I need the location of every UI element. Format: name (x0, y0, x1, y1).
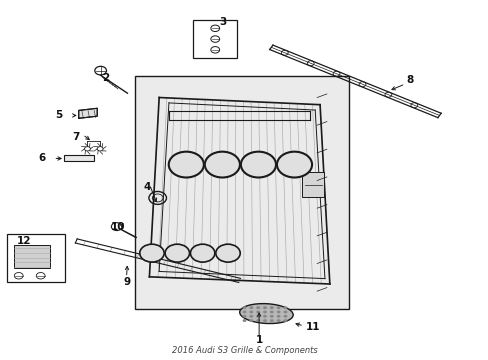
Circle shape (242, 315, 246, 318)
Circle shape (276, 306, 280, 309)
Circle shape (276, 319, 280, 322)
Bar (135, 76, 348, 309)
Circle shape (256, 315, 260, 318)
Circle shape (263, 306, 266, 309)
Circle shape (283, 319, 287, 322)
Circle shape (169, 152, 203, 177)
Circle shape (249, 306, 253, 309)
Text: 12: 12 (17, 236, 31, 246)
Circle shape (205, 152, 239, 177)
Bar (302, 172, 324, 197)
Text: 1: 1 (255, 334, 262, 345)
Bar (6, 234, 65, 282)
Text: 6: 6 (39, 153, 46, 163)
Circle shape (263, 311, 266, 314)
Circle shape (165, 245, 188, 262)
Text: 2016 Audi S3 Grille & Components: 2016 Audi S3 Grille & Components (171, 346, 317, 355)
Circle shape (283, 315, 287, 318)
Circle shape (84, 147, 90, 151)
Circle shape (263, 319, 266, 322)
Circle shape (269, 315, 273, 318)
Circle shape (269, 319, 273, 322)
Circle shape (191, 245, 214, 262)
Circle shape (249, 311, 253, 314)
Circle shape (269, 306, 273, 309)
Text: 2: 2 (102, 73, 109, 83)
Bar (14, 244, 50, 268)
Circle shape (263, 315, 266, 318)
Circle shape (283, 306, 287, 309)
Circle shape (256, 319, 260, 322)
Circle shape (249, 319, 253, 322)
Bar (64, 155, 94, 161)
Text: 8: 8 (406, 75, 413, 85)
Circle shape (216, 245, 239, 262)
Ellipse shape (239, 303, 293, 324)
Polygon shape (79, 108, 97, 118)
Circle shape (140, 245, 163, 262)
Text: 3: 3 (219, 17, 226, 27)
Circle shape (241, 152, 275, 177)
Circle shape (277, 152, 310, 177)
Circle shape (256, 311, 260, 314)
Circle shape (242, 311, 246, 314)
Text: 9: 9 (123, 277, 131, 287)
Circle shape (97, 147, 103, 151)
Bar (193, 21, 237, 58)
Text: 7: 7 (72, 132, 80, 142)
Circle shape (242, 306, 246, 309)
Text: 10: 10 (110, 222, 125, 231)
Circle shape (276, 315, 280, 318)
Circle shape (276, 311, 280, 314)
Text: 11: 11 (305, 322, 319, 332)
Circle shape (242, 319, 246, 322)
Text: 5: 5 (56, 111, 62, 121)
Circle shape (256, 306, 260, 309)
Circle shape (283, 311, 287, 314)
Circle shape (249, 315, 253, 318)
Circle shape (269, 311, 273, 314)
Text: 4: 4 (143, 182, 150, 192)
